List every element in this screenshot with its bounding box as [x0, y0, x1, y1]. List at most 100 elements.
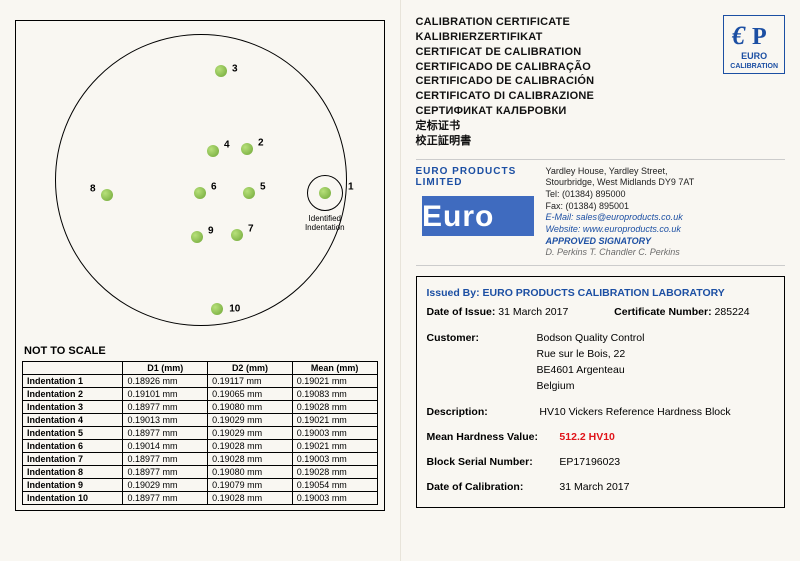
row-cell: 0.19028 mm	[292, 466, 377, 479]
row-cell: 0.18977 mm	[123, 466, 208, 479]
cert-no-value: 285224	[715, 306, 750, 318]
ep-logo-euro: EURO	[730, 52, 778, 61]
table-row: Indentation 80.18977 mm0.19080 mm0.19028…	[23, 466, 378, 479]
mean-value: 512.2 HV10	[559, 431, 614, 443]
row-cell: 0.18977 mm	[123, 427, 208, 440]
cert-no-label: Certificate Number:	[614, 304, 711, 320]
cert-title-5: CERTIFICATO DI CALIBRAZIONE	[416, 89, 595, 104]
left-page: Identified Indentation 12345678910 NOT T…	[0, 0, 401, 561]
customer-4: Belgium	[537, 378, 645, 394]
cert-title-1: KALIBRIERZERTIFIKAT	[416, 30, 595, 45]
row-cell: 0.19028 mm	[208, 453, 293, 466]
cert-title-4: CERTIFICADO DE CALIBRACIÓN	[416, 74, 595, 89]
row-cell: 0.19080 mm	[208, 466, 293, 479]
customer-2: Rue sur le Bois, 22	[537, 346, 645, 362]
customer-block: Bodson Quality Control Rue sur le Bois, …	[537, 330, 645, 395]
table-body: Indentation 10.18926 mm0.19117 mm0.19021…	[23, 375, 378, 505]
indent-dot-3	[215, 65, 227, 77]
table-row: Indentation 50.18977 mm0.19029 mm0.19003…	[23, 427, 378, 440]
indent-dot-5	[243, 187, 255, 199]
row-cell: 0.19065 mm	[208, 388, 293, 401]
serial-row: Block Serial Number: EP17196023	[427, 454, 775, 470]
indent-dot-4	[207, 145, 219, 157]
diagram-panel: Identified Indentation 12345678910 NOT T…	[15, 20, 385, 511]
customer-row: Customer: Bodson Quality Control Rue sur…	[427, 330, 775, 395]
customer-1: Bodson Quality Control	[537, 330, 645, 346]
cal-date-row: Date of Calibration: 31 March 2017	[427, 479, 775, 495]
row-cell: 0.18977 mm	[123, 453, 208, 466]
issue-line: Date of Issue: 31 March 2017 Certificate…	[427, 304, 775, 320]
issued-by-value: EURO PRODUCTS CALIBRATION LABORATORY	[483, 287, 725, 299]
svg-text:€: €	[731, 21, 746, 50]
specimen-circle	[55, 34, 347, 326]
row-label: Indentation 3	[23, 401, 123, 414]
identified-label: Identified Indentation	[305, 215, 345, 233]
row-cell: 0.19083 mm	[292, 388, 377, 401]
table-row: Indentation 20.19101 mm0.19065 mm0.19083…	[23, 388, 378, 401]
mean-label: Mean Hardness Value:	[427, 429, 557, 445]
row-cell: 0.19003 mm	[292, 427, 377, 440]
row-cell: 0.18977 mm	[123, 492, 208, 505]
row-label: Indentation 7	[23, 453, 123, 466]
not-to-scale-label: NOT TO SCALE	[24, 345, 378, 357]
indent-dot-6	[194, 187, 206, 199]
row-label: Indentation 4	[23, 414, 123, 427]
indent-dot-label-1: 1	[348, 182, 354, 193]
row-cell: 0.19021 mm	[292, 440, 377, 453]
description-row: Description: HV10 Vickers Reference Hard…	[427, 404, 775, 420]
row-cell: 0.19029 mm	[123, 479, 208, 492]
cert-title-7: 定标证书	[416, 119, 595, 134]
cert-title-6: СЕРТИФИКАТ КАЛБРОВКИ	[416, 104, 595, 119]
cert-title-3: CERTIFICADO DE CALIBRAÇÃO	[416, 60, 595, 75]
indent-dot-10	[211, 303, 223, 315]
tel: Tel: (01384) 895000	[546, 189, 695, 201]
indent-dot-9	[191, 231, 203, 243]
date-issue-label: Date of Issue:	[427, 304, 496, 320]
svg-text:P: P	[752, 24, 767, 50]
cal-date-label: Date of Calibration:	[427, 479, 557, 495]
circle-diagram: Identified Indentation 12345678910	[45, 29, 355, 339]
row-cell: 0.19028 mm	[208, 492, 293, 505]
table-row: Indentation 10.18926 mm0.19117 mm0.19021…	[23, 375, 378, 388]
row-cell: 0.19028 mm	[292, 401, 377, 414]
indent-dot-label-3: 3	[232, 64, 238, 75]
cert-title-2: CERTIFICAT DE CALIBRATION	[416, 45, 595, 60]
addr-1: Yardley House, Yardley Street,	[546, 166, 695, 178]
col-d1: D1 (mm)	[123, 362, 208, 375]
indent-dot-1	[319, 187, 331, 199]
col-d2: D2 (mm)	[208, 362, 293, 375]
email: E-Mail: sales@europroducts.co.uk	[546, 212, 695, 224]
title-stack: CALIBRATION CERTIFICATEKALIBRIERZERTIFIK…	[416, 15, 595, 149]
indent-dot-label-9: 9	[208, 226, 214, 237]
cal-date-value: 31 March 2017	[559, 481, 629, 493]
issued-by-label: Issued By:	[427, 285, 480, 301]
issued-by-row: Issued By: EURO PRODUCTS CALIBRATION LAB…	[427, 285, 775, 301]
row-cell: 0.19021 mm	[292, 375, 377, 388]
mean-row: Mean Hardness Value: 512.2 HV10	[427, 429, 775, 445]
row-label: Indentation 1	[23, 375, 123, 388]
row-cell: 0.18926 mm	[123, 375, 208, 388]
table-row: Indentation 40.19013 mm0.19029 mm0.19021…	[23, 414, 378, 427]
col-mean: Mean (mm)	[292, 362, 377, 375]
indent-dot-label-2: 2	[258, 138, 264, 149]
right-page: CALIBRATION CERTIFICATEKALIBRIERZERTIFIK…	[401, 0, 800, 561]
serial-value: EP17196023	[559, 456, 620, 468]
ep-logo: € P EURO CALIBRATION	[723, 15, 785, 74]
table-row: Indentation 30.18977 mm0.19080 mm0.19028…	[23, 401, 378, 414]
date-issue-value: 31 March 2017	[498, 306, 568, 318]
row-label: Indentation 2	[23, 388, 123, 401]
indent-dot-7	[231, 229, 243, 241]
serial-label: Block Serial Number:	[427, 454, 557, 470]
row-cell: 0.19054 mm	[292, 479, 377, 492]
table-row: Indentation 90.19029 mm0.19079 mm0.19054…	[23, 479, 378, 492]
signatories: D. Perkins T. Chandler C. Perkins	[546, 247, 695, 259]
indent-dot-8	[101, 189, 113, 201]
company-row: EURO PRODUCTS LIMITED Euro Yardley House…	[416, 159, 786, 267]
certificate-header: CALIBRATION CERTIFICATEKALIBRIERZERTIFIK…	[416, 15, 786, 149]
ep-logo-cal: CALIBRATION	[730, 63, 778, 70]
row-cell: 0.19003 mm	[292, 492, 377, 505]
row-cell: 0.19101 mm	[123, 388, 208, 401]
row-label: Indentation 9	[23, 479, 123, 492]
company-info: Yardley House, Yardley Street, Stourbrid…	[546, 166, 695, 260]
svg-text:Euro: Euro	[422, 200, 494, 233]
